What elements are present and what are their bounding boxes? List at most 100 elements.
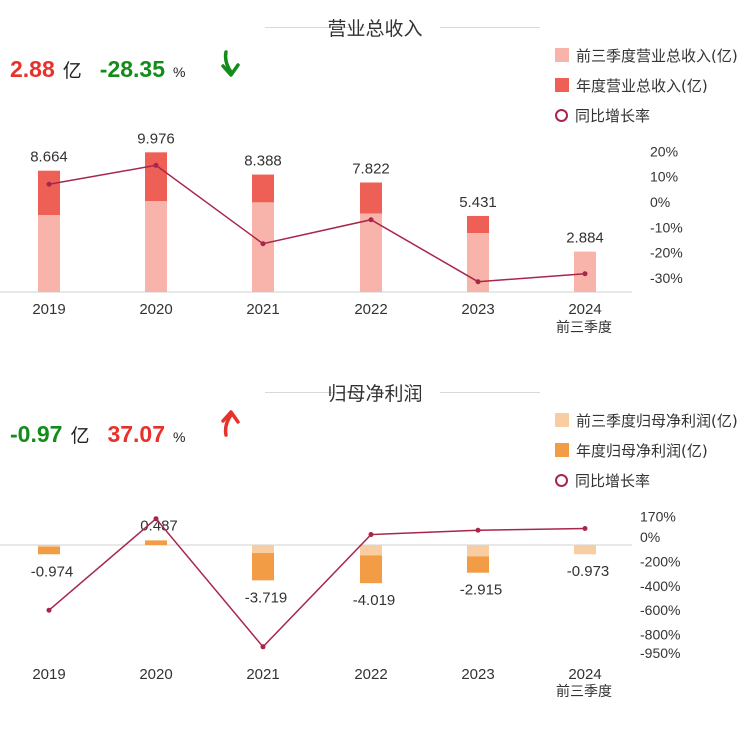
net-profit-kpi-unit: 亿	[70, 426, 90, 447]
bar-value-label: 7.822	[352, 160, 390, 177]
bar-value-label: 0.487	[140, 517, 178, 534]
ytd-net-profit-bar	[360, 545, 382, 556]
net-profit-kpi-change-unit: %	[173, 429, 186, 445]
x-tick-label: 2021	[246, 301, 279, 318]
bar-value-label: 8.664	[30, 149, 68, 166]
right-axis-tick: -200%	[640, 553, 680, 569]
title-divider-right	[440, 392, 540, 393]
bar-value-label: 5.431	[459, 194, 497, 211]
growth-rate-point	[46, 607, 52, 613]
annual-revenue-bar	[467, 215, 489, 234]
title-divider-right	[440, 27, 540, 28]
growth-rate-point	[153, 516, 159, 522]
bar-value-label: -3.719	[245, 589, 288, 606]
x-tick-label: 2022	[354, 666, 387, 683]
ytd-revenue-bar	[145, 201, 167, 292]
growth-rate-point	[475, 527, 481, 533]
right-axis-tick: -800%	[640, 627, 680, 643]
right-axis-tick: -600%	[640, 602, 680, 618]
revenue-legend: 前三季度营业总收入(亿) 年度营业总收入(亿) 同比增长率	[555, 40, 738, 130]
ytd-revenue-bar	[252, 202, 274, 292]
x-tick-label: 2019	[32, 301, 65, 318]
bar-value-label: -0.974	[31, 563, 74, 580]
annual-net-profit-bar	[252, 545, 274, 581]
right-axis-tick: -10%	[650, 219, 683, 235]
growth-rate-point	[260, 241, 266, 247]
ytd-revenue-bar	[360, 213, 382, 292]
revenue-chart-title: 营业总收入	[327, 18, 423, 40]
legend-item-annual-revenue[interactable]: 年度营业总收入(亿)	[555, 70, 738, 100]
net-profit-chart-title: 归母净利润	[327, 383, 423, 405]
bar-value-label: -2.915	[460, 582, 503, 599]
x-tick-label: 2021	[246, 666, 279, 683]
annual-revenue-bar	[360, 182, 382, 214]
legend-item-revenue-growth[interactable]: 同比增长率	[555, 100, 738, 130]
x-tick-label: 2023	[461, 301, 494, 318]
legend-label: 前三季度归母净利润(亿)	[576, 411, 738, 430]
legend-item-net-profit-growth[interactable]: 同比增长率	[555, 465, 738, 495]
right-axis-tick: 10%	[650, 169, 678, 185]
legend-swatch	[555, 48, 569, 62]
net-profit-chart: -0.974 2019 0.487 2020 -3.719 2021 -4.019 2022 -…	[0, 508, 680, 699]
growth-rate-line	[48, 517, 586, 648]
right-axis-tick: 0%	[650, 194, 670, 210]
title-divider-left	[265, 392, 365, 393]
revenue-chart: 8.664 2019 9.976 2020 8.388 2021 7.822 2022 5.43…	[0, 130, 683, 335]
title-divider-left	[265, 27, 365, 28]
ytd-net-profit-bar	[467, 545, 489, 557]
ytd-net-profit-bar	[38, 545, 60, 547]
x-tick-sublabel: 前三季度	[556, 683, 612, 699]
bar-value-label: -4.019	[353, 592, 396, 609]
net-profit-kpi: -0.97 亿 37.07%	[10, 421, 185, 451]
legend-swatch	[555, 443, 569, 457]
annual-net-profit-bar	[38, 545, 60, 555]
right-axis-tick: 20%	[650, 143, 678, 159]
net-profit-legend: 前三季度归母净利润(亿) 年度归母净利润(亿) 同比增长率	[555, 405, 738, 495]
legend-label: 前三季度营业总收入(亿)	[576, 46, 738, 65]
bar-value-label: -0.973	[567, 563, 610, 580]
revenue-kpi-unit: 亿	[62, 61, 82, 82]
ytd-net-profit-bar	[574, 545, 596, 555]
down-arrow-icon	[221, 50, 240, 77]
annual-revenue-bar	[145, 152, 167, 201]
legend-item-annual-net-profit[interactable]: 年度归母净利润(亿)	[555, 435, 738, 465]
annual-revenue-bar	[38, 170, 60, 215]
bar-value-label: 9.976	[137, 130, 175, 147]
annual-revenue-bar	[252, 174, 274, 203]
right-axis-tick: -400%	[640, 578, 680, 594]
net-profit-kpi-change: 37.07	[107, 421, 166, 447]
growth-rate-point	[582, 271, 588, 277]
x-tick-label: 2023	[461, 666, 494, 683]
bar-value-label: 2.884	[566, 230, 604, 247]
revenue-kpi: 2.88 亿 -28.35%	[10, 56, 185, 86]
growth-rate-point	[260, 644, 266, 650]
net-profit-kpi-value: -0.97	[10, 421, 63, 447]
growth-rate-point	[582, 525, 588, 531]
legend-item-ytd-revenue[interactable]: 前三季度营业总收入(亿)	[555, 40, 738, 70]
growth-rate-line	[48, 164, 586, 283]
x-tick-label: 2020	[139, 301, 172, 318]
growth-rate-point	[46, 181, 52, 187]
x-tick-label: 2019	[32, 666, 65, 683]
right-axis-tick: 0%	[640, 529, 660, 545]
legend-label: 同比增长率	[575, 471, 651, 490]
legend-label: 年度归母净利润(亿)	[576, 441, 708, 460]
revenue-kpi-change-unit: %	[173, 64, 186, 80]
x-tick-label: 2024	[568, 666, 601, 683]
x-tick-label: 2020	[139, 666, 172, 683]
x-tick-label: 2022	[354, 301, 387, 318]
legend-marker	[555, 108, 568, 122]
legend-swatch	[555, 78, 569, 92]
legend-label: 同比增长率	[575, 106, 651, 125]
revenue-panel: 营业总收入 2.88 亿 -28.35% 前三季度营业总收入(亿) 年度营业总收入(…	[0, 18, 738, 335]
revenue-kpi-change: -28.35	[99, 56, 165, 82]
annual-net-profit-bar	[145, 540, 167, 545]
growth-rate-point	[475, 279, 481, 285]
right-axis-tick: -950%	[640, 645, 680, 661]
growth-rate-point	[153, 162, 159, 168]
ytd-net-profit-bar	[252, 545, 274, 554]
ytd-revenue-bar	[467, 233, 489, 292]
growth-rate-point	[368, 532, 374, 538]
legend-item-ytd-net-profit[interactable]: 前三季度归母净利润(亿)	[555, 405, 738, 435]
growth-rate-point	[368, 217, 374, 223]
